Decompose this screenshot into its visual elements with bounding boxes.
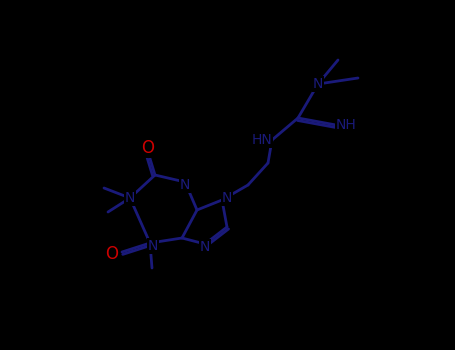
Text: N: N (313, 77, 323, 91)
Text: N: N (148, 239, 158, 253)
Text: O: O (142, 139, 155, 157)
Text: N: N (180, 178, 190, 192)
Text: N: N (200, 240, 210, 254)
Text: O: O (106, 245, 118, 263)
Text: N: N (125, 191, 135, 205)
Text: NH: NH (336, 118, 356, 132)
Text: HN: HN (252, 133, 273, 147)
Text: N: N (222, 191, 232, 205)
